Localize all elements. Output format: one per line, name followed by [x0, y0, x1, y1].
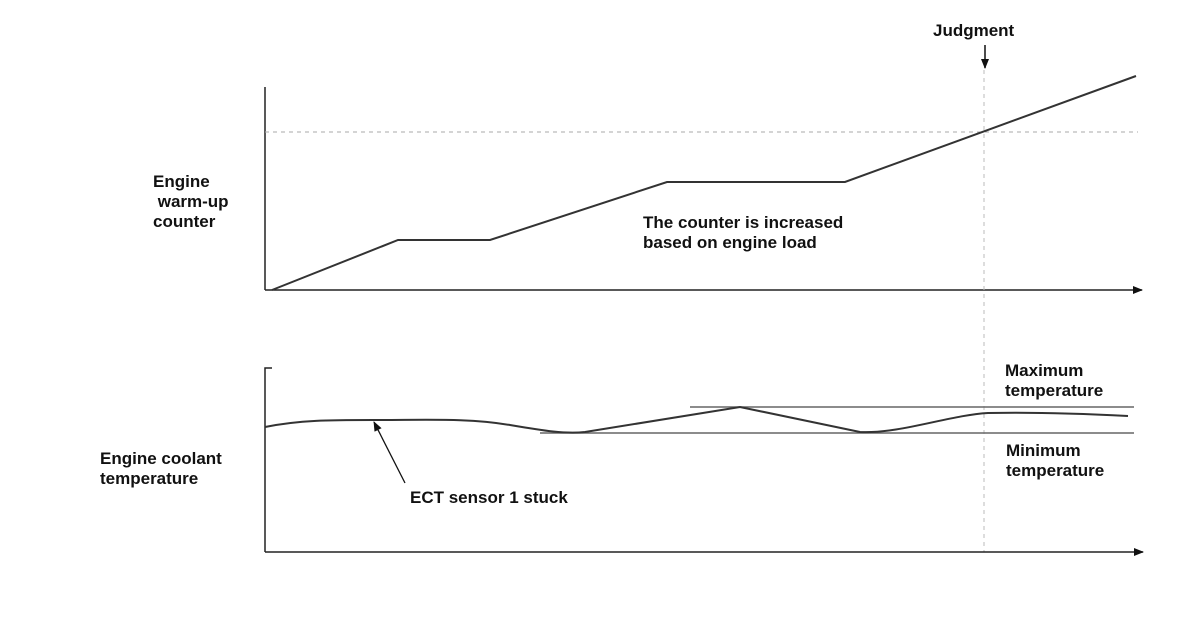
judgment-label: Judgment	[933, 21, 1015, 40]
stuck-pointer-arrow	[373, 421, 406, 484]
coolant-temperature-curve	[264, 405, 1129, 434]
ect-stuck-label: ECT sensor 1 stuck	[410, 488, 568, 507]
bottom-y-label: Engine coolant temperature	[100, 449, 222, 488]
warm-up-counter-line	[271, 75, 1137, 291]
bottom-y-axis	[264, 367, 272, 552]
minimum-temperature-label: Minimum temperature	[1006, 441, 1105, 480]
maximum-temperature-label: Maximum temperature	[1005, 361, 1104, 400]
counter-annotation: The counter is increased based on engine…	[643, 213, 844, 252]
top-y-label: Engine warm-up counter	[153, 172, 229, 231]
